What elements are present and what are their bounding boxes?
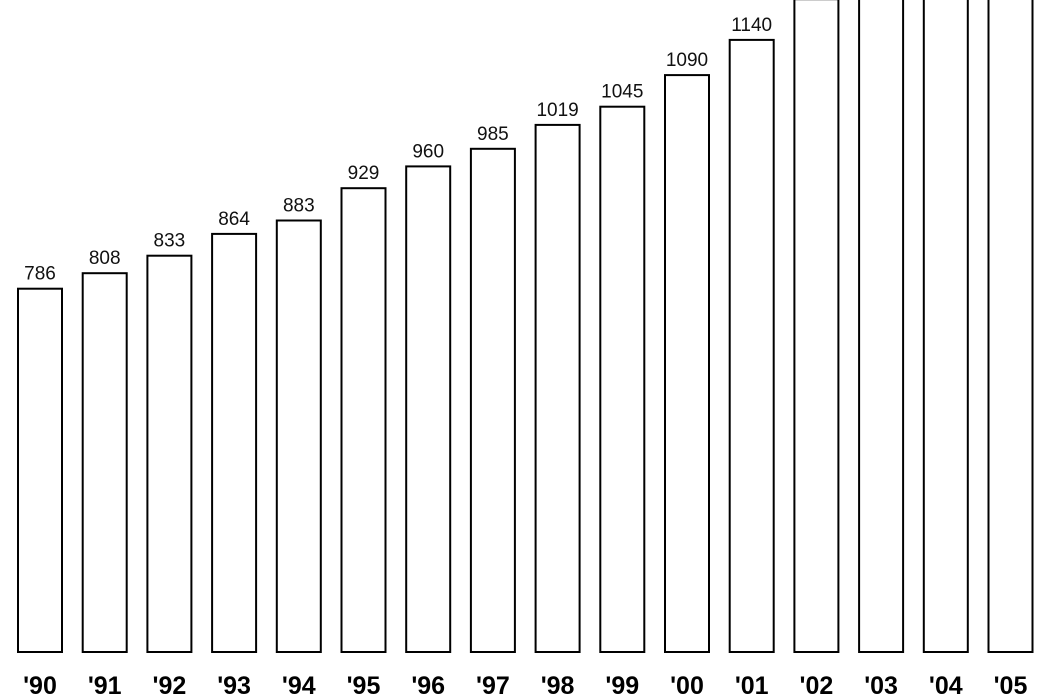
value-labels-layer: 786 808 833 864 883 929 960 985 1019 1045 1090 1140… bbox=[24, 15, 772, 285]
x-tick-label-0: '90 bbox=[23, 672, 57, 700]
value-label-5: 929 bbox=[348, 163, 380, 184]
value-label-11: 1140 bbox=[731, 15, 772, 36]
x-tick-label-9: '99 bbox=[605, 672, 639, 700]
bar-2 bbox=[146, 254, 193, 653]
bar-9 bbox=[599, 105, 646, 653]
x-tick-label-4: '94 bbox=[282, 672, 316, 700]
value-label-7: 985 bbox=[477, 124, 509, 145]
bar-0 bbox=[17, 287, 63, 653]
bar-7 bbox=[469, 147, 516, 654]
bar-8 bbox=[534, 123, 581, 653]
x-tick-label-1: '91 bbox=[88, 672, 122, 700]
value-label-3: 864 bbox=[218, 209, 250, 230]
x-tick-labels: '90 '91 '92 '93 '94 '95 '96 '97 '98 '99 '00 '01 '02 '… bbox=[23, 672, 1027, 700]
x-tick-label-2: '92 bbox=[153, 672, 187, 700]
x-tick-label-14: '04 bbox=[929, 672, 963, 700]
bar-12 bbox=[793, 0, 840, 653]
bar-6 bbox=[405, 165, 452, 653]
bar-14 bbox=[922, 0, 969, 653]
x-tick-label-3: '93 bbox=[217, 672, 251, 700]
value-label-2: 833 bbox=[154, 231, 186, 252]
x-tick-label-8: '98 bbox=[541, 672, 575, 700]
value-label-4: 883 bbox=[283, 196, 315, 217]
x-tick-label-6: '96 bbox=[411, 672, 445, 700]
bar-10 bbox=[664, 74, 710, 654]
value-label-1: 808 bbox=[89, 248, 121, 269]
x-tick-label-5: '95 bbox=[347, 672, 381, 700]
x-tick-label-15: '05 bbox=[994, 672, 1028, 700]
bar-5 bbox=[340, 187, 387, 653]
x-tick-label-12: '02 bbox=[800, 672, 834, 700]
x-tick-label-7: '97 bbox=[476, 672, 510, 700]
value-label-10: 1090 bbox=[666, 50, 708, 71]
x-tick-label-11: '01 bbox=[735, 672, 769, 700]
value-label-6: 960 bbox=[412, 141, 444, 162]
bar-4 bbox=[275, 219, 322, 653]
bar-11 bbox=[728, 38, 775, 653]
bar-13 bbox=[858, 0, 905, 653]
x-tick-label-10: '00 bbox=[670, 672, 704, 700]
bar-3 bbox=[211, 232, 258, 653]
bar-1 bbox=[81, 272, 128, 653]
x-tick-label-13: '03 bbox=[864, 672, 898, 700]
value-label-0: 786 bbox=[24, 264, 56, 285]
bars-layer bbox=[17, 0, 1034, 654]
value-label-9: 1045 bbox=[601, 82, 643, 103]
value-label-8: 1019 bbox=[536, 100, 578, 121]
bar-15 bbox=[987, 0, 1034, 653]
